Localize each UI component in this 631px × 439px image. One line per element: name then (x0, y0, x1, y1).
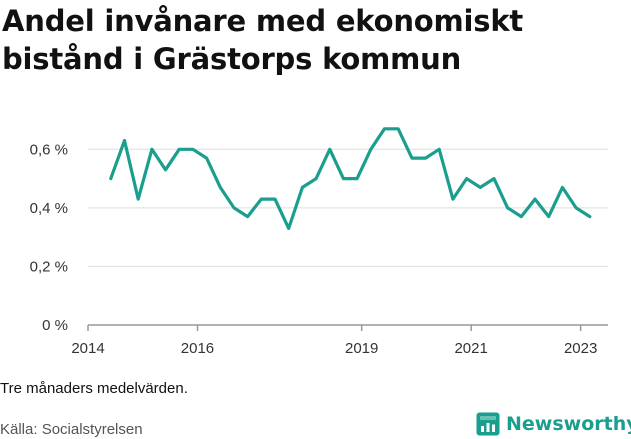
line-chart: 0 % 0,2 % 0,4 % 0,6 % 2014 2016 2019 2021 2023 (30, 127, 608, 357)
y-tick-label: 0,6 % (30, 141, 68, 158)
gridlines (88, 148, 608, 326)
x-tick-label: 2014 (71, 340, 104, 357)
x-tick-label: 2023 (564, 340, 597, 357)
series-line (109, 127, 592, 230)
y-tick-label: 0 % (42, 317, 68, 334)
brand-name: Newsworthy (506, 413, 631, 435)
chart-note: Tre månaders medelvärden. (0, 380, 188, 397)
y-tick-label: 0,4 % (30, 200, 68, 217)
x-tick-label: 2016 (181, 340, 214, 357)
newsworthy-brand: Newsworthy (476, 410, 631, 438)
x-axis-ticks: 2014 2016 2019 2021 2023 (71, 325, 597, 357)
x-tick-label: 2021 (454, 340, 487, 357)
chart-title: Andel invånare med ekonomiskt bistånd i … (2, 4, 524, 76)
x-tick-label: 2019 (345, 340, 378, 357)
y-tick-label: 0,2 % (30, 258, 68, 275)
newsworthy-logo-icon (476, 412, 500, 436)
y-axis-ticks: 0 % 0,2 % 0,4 % 0,6 % (30, 141, 68, 334)
source-text: Källa: Socialstyrelsen (0, 421, 143, 438)
